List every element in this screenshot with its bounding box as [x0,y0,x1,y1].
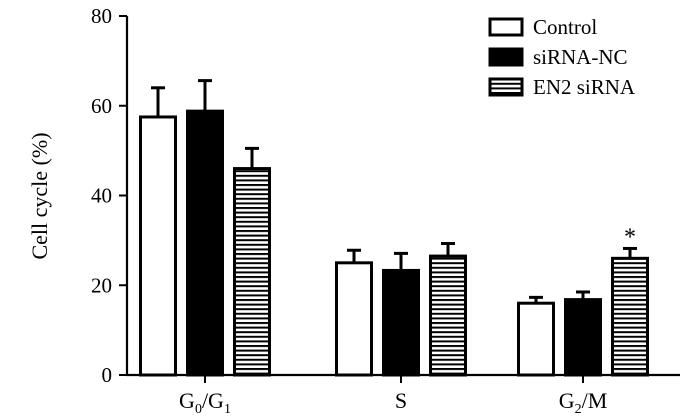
legend-label-en2-sirna: EN2 siRNA [533,75,636,99]
legend-swatch-en2-sirna [488,77,524,97]
bar-sirna-nc-1 [186,109,224,377]
x-tick-label-1: G0/G1 [179,388,231,417]
y-tick-label-40: 40 [91,184,112,208]
bar-en2-sirna-3 [611,256,649,377]
bar-en2-sirna-1 [233,167,271,377]
bar-control-1 [139,115,177,377]
y-tick-label-80: 80 [91,4,112,28]
bar-control-3 [517,301,555,377]
legend-swatch-control [488,17,524,37]
x-tick-label-3: G2/M [559,388,608,417]
y-tick-label-20: 20 [91,273,112,297]
x-tick-label-2: S [395,388,407,413]
bar-sirna-nc-2 [382,268,420,377]
bar-control-2 [335,261,373,377]
legend-label-control: Control [533,15,597,39]
y-tick-label-0: 0 [102,363,113,387]
bar-sirna-nc-3 [564,298,602,377]
bars: * [139,79,649,377]
category-labels: G0/G1 S G2/M [179,388,607,417]
bar-en2-sirna-2 [429,254,467,377]
y-axis-title: Cell cycle (%) [27,132,52,259]
y-tick-label-60: 60 [91,94,112,118]
legend: Control siRNA-NC EN2 siRNA [488,15,636,99]
legend-swatch-sirna-nc [488,47,524,67]
y-axis: 0 20 40 60 80 [91,4,129,387]
significance-marker: * [624,224,636,250]
legend-label-sirna-nc: siRNA-NC [533,45,628,69]
